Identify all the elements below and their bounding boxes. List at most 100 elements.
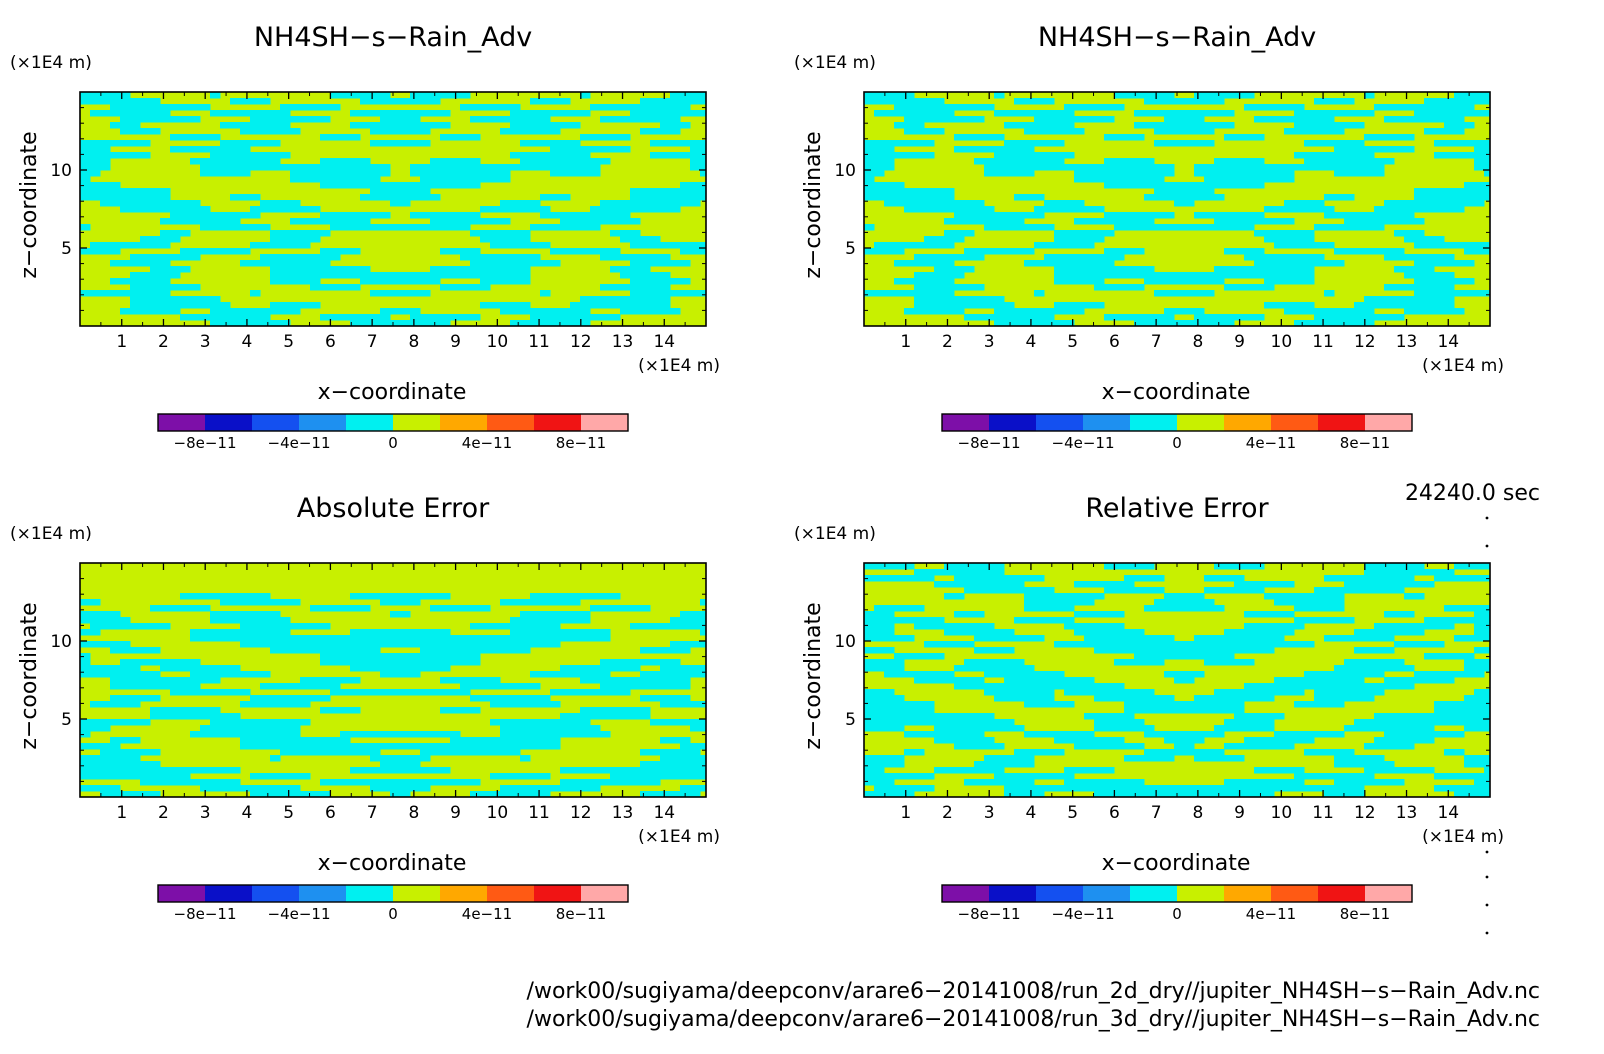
contour-cell [934,302,945,309]
contour-cell [894,92,905,99]
contour-cell [380,731,391,738]
contour-cell [1104,314,1115,321]
contour-cell [490,623,501,630]
contour-cell [520,110,531,117]
contour-cell [210,320,221,327]
colorbar: −8e−11 −4e−11 0 4e−11 8e−11 [157,413,629,452]
contour-cell [974,623,985,630]
colorbar-swatch [1271,414,1319,431]
contour-cell [530,671,541,678]
contour-cell [580,779,591,786]
contour-cell [964,737,975,744]
contour-cell [1094,743,1105,750]
contour-cell [1224,134,1235,141]
contour-cell [280,617,291,624]
contour-cell [1194,755,1205,762]
contour-cell [690,152,701,159]
contour-cell [1474,611,1485,618]
contour-cell [560,170,571,177]
contour-cell [640,296,651,303]
contour-cell [520,755,531,762]
contour-cell [580,689,591,696]
contour-cell [620,665,631,672]
contour-cell [480,116,491,123]
contour-cell [490,260,501,267]
contour-cell [620,302,631,309]
contour-cell [290,599,301,606]
contour-cell [490,677,501,684]
contour-cell [1414,254,1425,261]
contour-cell [270,128,281,135]
contour-cell [1034,677,1045,684]
contour-cell [1384,146,1395,153]
contour-cell [1024,677,1035,684]
contour-cell [100,611,111,618]
contour-cell [630,659,641,666]
contour-cell [1364,110,1375,117]
contour-cell [1454,671,1465,678]
contour-cell [310,170,321,177]
contour-cell [550,671,561,678]
contour-cell [310,284,321,291]
contour-cell [914,605,925,612]
contour-cell [380,290,391,297]
contour-cell [570,689,581,696]
contour-cell [700,671,707,678]
colorbar-swatch [989,885,1037,902]
contour-cell [260,719,271,726]
contour-cell [1044,260,1055,267]
contour-cell [984,569,995,576]
contour-cell [620,212,631,219]
contour-cell [1454,242,1465,249]
contour-cell [570,110,581,117]
contour-cell [1274,176,1285,183]
contour-cell [270,647,281,654]
contour-cell [1274,629,1285,636]
contour-cell [1084,230,1095,237]
contour-cell [480,254,491,261]
contour-cell [1474,725,1485,732]
contour-cell [290,218,301,225]
contour-cell [130,128,141,135]
contour-cell [1024,308,1035,315]
contour-cell [260,599,271,606]
contour-cell [994,779,1005,786]
contour-cell [1084,218,1095,225]
contour-cell [660,260,671,267]
contour-cell [1424,767,1435,774]
contour-cell [490,266,501,273]
contour-cell [100,140,111,147]
contour-cell [1204,641,1215,648]
contour-cell [510,629,521,636]
contour-cell [1144,158,1155,165]
contour-cell [1474,719,1485,726]
contour-cell [660,659,671,666]
contour-cell [560,599,571,606]
contour-cell [160,290,171,297]
contour-cell [470,314,481,321]
contour-cell [1454,122,1465,129]
contour-cell [210,707,221,714]
contour-cell [430,110,441,117]
contour-cell [610,104,621,111]
contour-cell [964,725,975,732]
contour-cell [1224,641,1235,648]
contour-cell [1054,236,1065,243]
contour-cell [120,761,131,768]
contour-cell [320,677,331,684]
contour-cell [520,116,531,123]
contour-cell [700,665,707,672]
contour-cell [470,218,481,225]
contour-cell [1134,791,1145,798]
contour-cell [1294,152,1305,159]
contour-cell [1424,188,1435,195]
contour-cell [1204,707,1215,714]
contour-cell [874,290,885,297]
contour-cell [460,164,471,171]
contour-cell [590,206,601,213]
contour-cell [300,677,311,684]
contour-cell [1344,689,1355,696]
contour-cell [460,677,471,684]
contour-cell [864,146,875,153]
